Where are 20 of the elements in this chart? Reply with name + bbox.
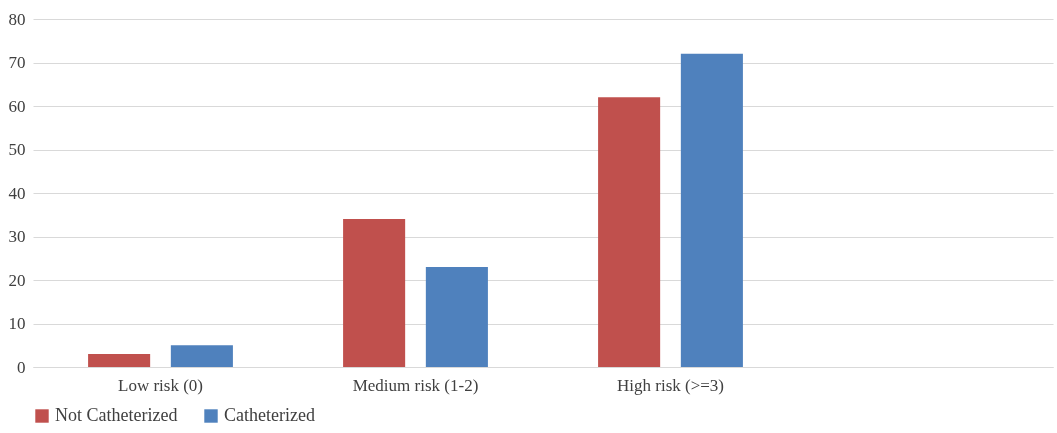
y-tick-label: 70 [8,53,26,72]
y-tick-label: 30 [8,227,26,246]
bar [680,53,743,367]
y-tick-label: 50 [8,140,26,159]
x-tick-label: Medium risk (1-2) [352,375,479,395]
y-tick-label: 40 [8,183,26,203]
x-tick-label: High risk (>=3) [617,375,724,395]
bar [598,97,661,367]
y-tick-label: 80 [8,9,26,29]
x-tick-label: Low risk (0) [118,375,203,395]
legend-label: Not Catheterized [55,405,178,425]
y-tick-label: 0 [17,357,26,377]
y-tick-label: 60 [8,96,26,116]
bar [343,219,406,367]
y-tick-label: 10 [8,314,26,333]
legend-label: Catheterized [224,405,315,425]
bar [88,353,151,367]
y-tick-label: 20 [8,270,26,290]
bar [425,266,488,367]
bar [170,345,233,367]
